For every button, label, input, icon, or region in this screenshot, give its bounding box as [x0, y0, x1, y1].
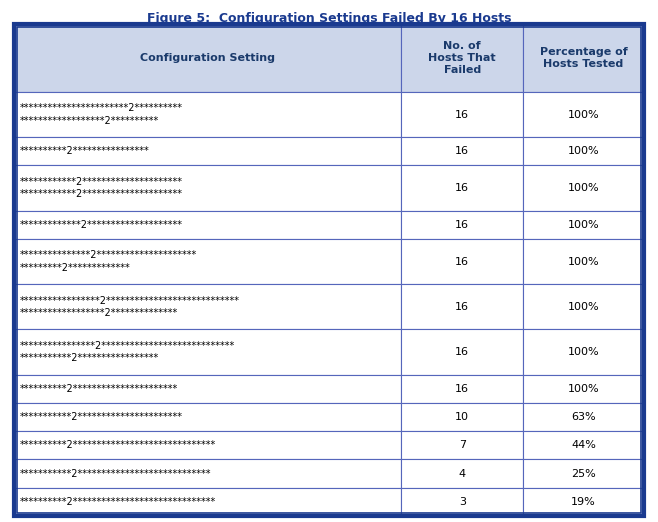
- Text: 16: 16: [455, 220, 469, 230]
- Bar: [523, 488, 644, 516]
- Bar: [14, 431, 401, 459]
- Bar: [401, 284, 523, 329]
- Bar: [523, 459, 644, 488]
- Bar: [401, 431, 523, 459]
- Text: 7: 7: [459, 441, 466, 450]
- Text: Percentage of
Hosts Tested: Percentage of Hosts Tested: [540, 47, 627, 69]
- Bar: [401, 165, 523, 211]
- Text: 44%: 44%: [571, 441, 596, 450]
- Bar: [14, 403, 401, 431]
- Bar: [401, 239, 523, 284]
- Bar: [401, 24, 523, 92]
- Bar: [14, 284, 401, 329]
- Bar: [14, 459, 401, 488]
- Text: 100%: 100%: [568, 384, 599, 394]
- Text: 100%: 100%: [568, 302, 599, 312]
- Text: 16: 16: [455, 347, 469, 357]
- Text: 16: 16: [455, 183, 469, 193]
- Bar: [523, 431, 644, 459]
- Text: 100%: 100%: [568, 257, 599, 267]
- Text: ***********************2**********
******************2**********: ***********************2********** *****…: [20, 103, 183, 126]
- Bar: [401, 211, 523, 239]
- Text: 100%: 100%: [568, 220, 599, 230]
- Text: Configuration Setting: Configuration Setting: [140, 53, 275, 63]
- Bar: [523, 239, 644, 284]
- Bar: [523, 137, 644, 165]
- Text: 19%: 19%: [571, 497, 596, 507]
- Bar: [14, 488, 401, 516]
- Bar: [523, 284, 644, 329]
- Text: 16: 16: [455, 302, 469, 312]
- Text: *************2********************: *************2********************: [20, 220, 183, 230]
- Bar: [401, 459, 523, 488]
- Text: 100%: 100%: [568, 146, 599, 157]
- Text: **********2****************: **********2****************: [20, 146, 150, 157]
- Bar: [523, 403, 644, 431]
- Bar: [14, 375, 401, 403]
- Bar: [523, 24, 644, 92]
- Text: 10: 10: [455, 412, 469, 422]
- Text: 63%: 63%: [571, 412, 596, 422]
- Bar: [401, 329, 523, 375]
- Text: **********2******************************: **********2*****************************…: [20, 441, 216, 450]
- Bar: [401, 92, 523, 137]
- Text: **********2******************************: **********2*****************************…: [20, 497, 216, 507]
- Text: 16: 16: [455, 146, 469, 157]
- Text: 25%: 25%: [571, 469, 596, 479]
- Text: 16: 16: [455, 384, 469, 394]
- Text: Figure 5:  Configuration Settings Failed By 16 Hosts: Figure 5: Configuration Settings Failed …: [147, 12, 511, 25]
- Bar: [401, 137, 523, 165]
- Bar: [14, 211, 401, 239]
- Bar: [14, 92, 401, 137]
- Text: 16: 16: [455, 257, 469, 267]
- Text: 3: 3: [459, 497, 466, 507]
- Bar: [523, 329, 644, 375]
- Bar: [401, 375, 523, 403]
- Text: *****************2****************************
******************2**************: *****************2**********************…: [20, 295, 240, 318]
- Bar: [523, 165, 644, 211]
- Bar: [401, 403, 523, 431]
- Bar: [523, 375, 644, 403]
- Text: ************2*********************
************2*********************: ************2********************* *****…: [20, 177, 183, 199]
- Text: 100%: 100%: [568, 110, 599, 120]
- Text: 100%: 100%: [568, 183, 599, 193]
- Text: 100%: 100%: [568, 347, 599, 357]
- Text: ***************2*********************
*********2*************: ***************2********************* **…: [20, 251, 197, 273]
- Text: ***********2**********************: ***********2**********************: [20, 412, 183, 422]
- Bar: [14, 239, 401, 284]
- Text: ***********2****************************: ***********2****************************: [20, 469, 211, 479]
- Bar: [14, 24, 644, 92]
- Bar: [523, 211, 644, 239]
- Bar: [14, 24, 401, 92]
- Bar: [14, 329, 401, 375]
- Text: **********2**********************: **********2**********************: [20, 384, 178, 394]
- Bar: [523, 92, 644, 137]
- Text: ****************2****************************
***********2*****************: ****************2***********************…: [20, 341, 236, 363]
- Text: No. of
Hosts That
Failed: No. of Hosts That Failed: [428, 41, 496, 75]
- Bar: [14, 137, 401, 165]
- Bar: [14, 165, 401, 211]
- Bar: [401, 488, 523, 516]
- Text: 4: 4: [459, 469, 466, 479]
- Text: 16: 16: [455, 110, 469, 120]
